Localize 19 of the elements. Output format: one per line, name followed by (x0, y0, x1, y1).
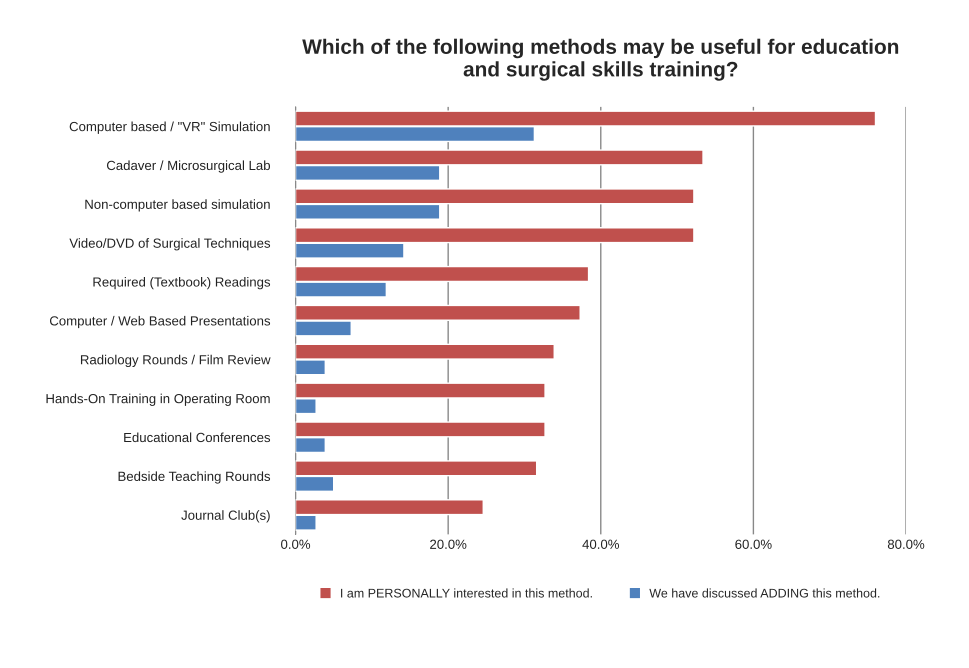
x-tick-label: 60.0% (735, 540, 772, 549)
legend-label: I am PERSONALLY interested in this method. (341, 588, 592, 598)
y-tick-label: Educational Conferences (124, 432, 270, 442)
y-tick-label: Journal Club(s) (181, 510, 270, 522)
y-tick-label: Radiology Rounds / Film Review (80, 354, 271, 368)
y-tick-label: Bedside Teaching Rounds (118, 471, 270, 484)
y-tick-label: Required (Textbook) Readings (93, 276, 270, 290)
y-tick-label: Cadaver / Microsurgical Lab (106, 160, 270, 173)
chart-title: Which of the following methods may be useful for education and surgical skills training? (302, 38, 898, 81)
x-tick-label: 20.0% (430, 540, 466, 549)
y-tick-label: Hands-On Training in Operating Room (46, 394, 270, 406)
x-tick-label: 0.0% (281, 540, 310, 549)
y-tick-label: Non-computer based simulation (85, 199, 270, 212)
legend-label: We have discussed ADDING this method. (649, 588, 880, 598)
x-tick-label: 40.0% (582, 540, 620, 549)
y-tick-label: Computer based / "VR" Simulation (70, 122, 270, 134)
x-tick-label: 80.0% (888, 540, 924, 549)
y-tick-label: Video/DVD of Surgical Techniques (69, 238, 270, 250)
y-tick-label: Computer / Web Based Presentations (50, 316, 270, 328)
